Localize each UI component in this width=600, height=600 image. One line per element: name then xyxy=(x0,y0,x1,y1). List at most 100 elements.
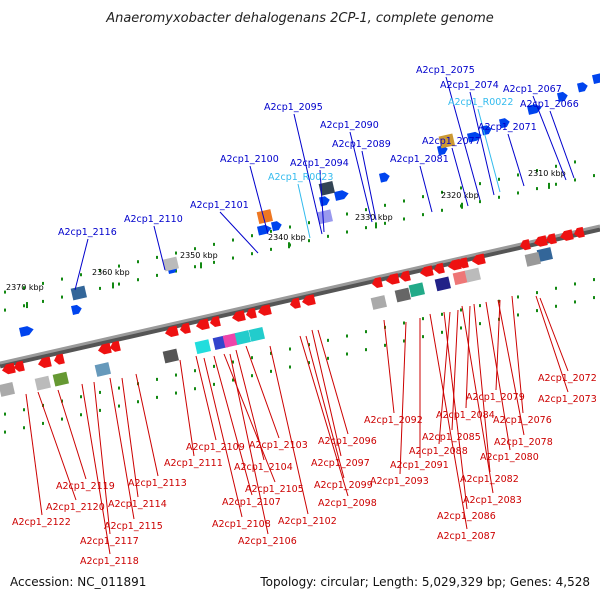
scale-tick xyxy=(403,339,405,343)
gene-leader-line xyxy=(219,211,259,254)
reverse-gene-label: A2cp1_2083 xyxy=(463,495,522,506)
forward-gene-label: A2cp1_2116 xyxy=(58,227,117,238)
reverse-gene xyxy=(180,322,191,334)
reverse-gene-labels: A2cp1_2072 A2cp1_2073 A2cp1_2076 A2cp1_2079… xyxy=(12,373,597,567)
forward-gene xyxy=(576,82,588,93)
scale-tick xyxy=(137,260,139,264)
scale-ticks xyxy=(4,160,595,434)
scale-tick xyxy=(498,195,500,199)
annotation-block xyxy=(256,209,273,224)
forward-gene xyxy=(256,224,272,236)
reverse-gene xyxy=(290,297,301,309)
reverse-gene-label: A2cp1_2122 xyxy=(12,517,71,528)
scale-tick xyxy=(403,321,405,325)
scale-tick xyxy=(441,312,443,316)
scale-major-tick xyxy=(548,182,550,189)
reverse-gene xyxy=(165,325,179,338)
gene-leader-line xyxy=(532,95,567,181)
gene-leader-line xyxy=(245,345,280,439)
scale-label: 2350 kbp xyxy=(180,251,218,260)
scale-tick xyxy=(308,343,310,347)
scale-tick xyxy=(308,361,310,365)
reverse-gene-label: A2cp1_2096 xyxy=(318,436,377,447)
forward-gene-label: A2cp1_2067 xyxy=(503,84,562,95)
scale-tick xyxy=(289,225,291,229)
scale-tick xyxy=(384,203,386,207)
annotation-block xyxy=(464,267,481,283)
scale-tick xyxy=(232,360,234,364)
scale-tick xyxy=(327,234,329,238)
scale-tick xyxy=(441,190,443,194)
forward-gene-label: A2cp1_2101 xyxy=(190,200,249,211)
scale-tick xyxy=(308,221,310,225)
scale-labels: 2370 kbp 2360 kbp 2350 kbp 2340 kbp 2330 kbp… xyxy=(6,169,566,292)
scale-tick xyxy=(251,356,253,360)
annotation-block xyxy=(408,282,425,298)
reverse-gene-label: A2cp1_2085 xyxy=(422,432,481,443)
reverse-gene-label: A2cp1_2073 xyxy=(538,394,597,405)
reverse-gene xyxy=(258,304,272,316)
scale-major-tick xyxy=(375,222,377,229)
reverse-gene xyxy=(400,270,411,282)
scale-tick xyxy=(99,408,101,412)
scale-tick xyxy=(270,351,272,355)
gene-leader-line xyxy=(451,309,459,431)
gene-leader-line xyxy=(317,329,349,435)
reverse-gene-label: A2cp1_2088 xyxy=(409,446,468,457)
scale-tick xyxy=(498,177,500,181)
forward-gene xyxy=(270,221,282,232)
forward-gene-label: A2cp1_2074 xyxy=(440,80,499,91)
scale-tick xyxy=(479,200,481,204)
scale-tick xyxy=(213,260,215,264)
scale-tick xyxy=(156,273,158,277)
annotation-block xyxy=(248,326,265,342)
scale-tick xyxy=(80,395,82,399)
scale-tick xyxy=(346,230,348,234)
scale-tick xyxy=(4,290,6,294)
gene-leader-line xyxy=(299,335,349,497)
scale-tick xyxy=(365,330,367,334)
scale-tick xyxy=(555,182,557,186)
scale-label: 2330 kbp xyxy=(355,213,393,222)
reverse-gene xyxy=(98,342,112,355)
scale-tick xyxy=(61,295,63,299)
reverse-gene xyxy=(196,318,210,330)
scale-tick xyxy=(555,304,557,308)
forward-gene xyxy=(378,172,390,183)
scale-tick xyxy=(156,255,158,259)
scale-label: 2310 kbp xyxy=(528,169,566,178)
scale-tick xyxy=(403,217,405,221)
annotation-block xyxy=(162,348,179,364)
reverse-gene xyxy=(534,235,548,247)
reverse-gene xyxy=(14,360,25,372)
reverse-gene xyxy=(246,307,257,319)
scale-tick xyxy=(118,386,120,390)
annotation-block xyxy=(0,382,15,397)
annotation-block xyxy=(234,330,251,345)
scale-tick xyxy=(574,300,576,304)
scale-tick xyxy=(213,364,215,368)
gene-leader-line xyxy=(495,299,501,391)
annotation-block xyxy=(434,276,451,292)
scale-label: 2320 kbp xyxy=(441,191,479,200)
forward-gene-labels: A2cp1_2116 A2cp1_2110 A2cp1_2101 A2cp1_2100… xyxy=(58,65,579,238)
annotation-block xyxy=(394,287,411,303)
scale-tick xyxy=(460,186,462,190)
scale-tick xyxy=(23,286,25,290)
gene-leader-line xyxy=(81,383,111,555)
scale-tick xyxy=(308,239,310,243)
gene-leader-line xyxy=(37,391,77,501)
annotation-block xyxy=(162,256,179,272)
scale-tick xyxy=(460,326,462,330)
scale-tick xyxy=(593,174,595,178)
scale-tick xyxy=(42,421,44,425)
gene-leader-line xyxy=(57,389,87,480)
forward-gene-label: A2cp1_2094 xyxy=(290,158,349,169)
scale-tick xyxy=(536,291,538,295)
gene-leader-line xyxy=(195,355,217,441)
gene-leader-line xyxy=(249,165,269,235)
forward-gene-label: A2cp1_R0022 xyxy=(448,97,513,108)
scale-major-tick xyxy=(26,302,28,309)
scale-tick xyxy=(289,347,291,351)
